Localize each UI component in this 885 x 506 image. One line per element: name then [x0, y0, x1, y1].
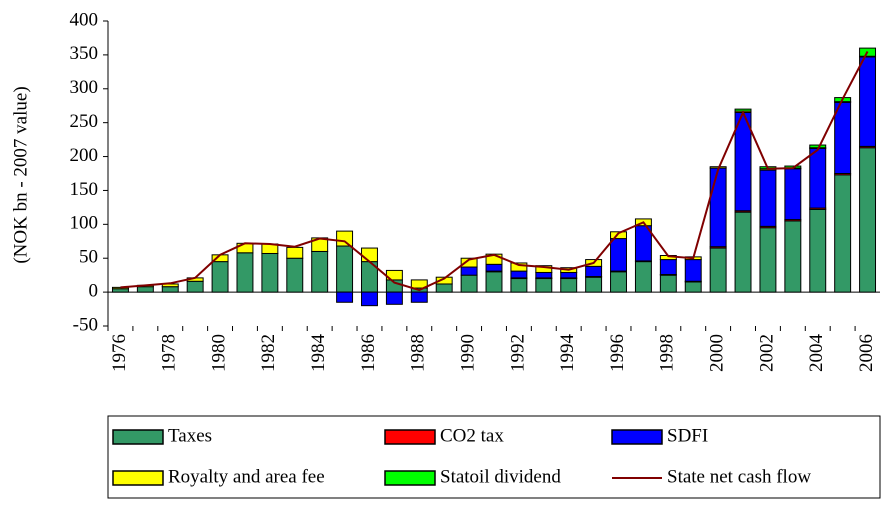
y-tick-label: -50	[73, 314, 98, 335]
x-tick-label: 2000	[706, 334, 727, 372]
y-tick-label: 150	[70, 179, 99, 200]
bar-segment	[634, 261, 652, 293]
x-tick-label: 1990	[457, 334, 478, 372]
bar-segment	[485, 271, 503, 293]
bar-segment	[336, 245, 354, 293]
bar-segment	[784, 168, 802, 221]
x-tick-label: 1982	[258, 334, 279, 372]
legend-label: State net cash flow	[667, 466, 811, 487]
legend-swatch	[384, 429, 436, 445]
bar-segment	[136, 286, 154, 293]
bar-segment	[410, 291, 428, 303]
x-tick-label: 2002	[756, 334, 777, 372]
bar-segment	[859, 147, 877, 293]
y-axis-label: (NOK bn - 2007 value)	[10, 86, 31, 263]
bar-segment	[585, 265, 603, 278]
bar-segment	[834, 174, 852, 293]
x-tick-label: 1984	[308, 334, 329, 373]
bar-segment	[286, 246, 304, 259]
legend-box	[107, 415, 881, 499]
x-tick-label: 1986	[358, 334, 379, 372]
bar-segment	[560, 278, 578, 293]
bar-segment	[435, 276, 453, 285]
bar-segment	[311, 250, 329, 293]
y-tick-label: 50	[79, 247, 98, 268]
bar-segment	[684, 281, 702, 293]
bar-segment	[435, 283, 453, 293]
x-tick-label: 1980	[208, 334, 229, 372]
y-tick-label: 100	[70, 213, 99, 234]
legend-swatch	[112, 470, 164, 486]
bar-segment	[709, 247, 727, 293]
bar-segment	[709, 167, 727, 248]
bar-segment	[809, 208, 827, 293]
legend-label: Taxes	[168, 425, 212, 446]
bar-segment	[859, 56, 877, 147]
bar-segment	[535, 271, 553, 279]
bar-segment	[759, 227, 777, 293]
bar-segment	[211, 261, 229, 293]
bar-segment	[585, 276, 603, 293]
y-tick-label: 400	[70, 9, 99, 30]
x-tick-label: 1978	[159, 334, 180, 372]
x-tick-label: 1994	[557, 334, 578, 373]
bar-segment	[410, 279, 428, 289]
legend-label: CO2 tax	[440, 425, 504, 446]
x-tick-label: 1992	[507, 334, 528, 372]
bar-segment	[510, 278, 528, 293]
y-tick-label: 350	[70, 43, 99, 64]
bar-segment	[809, 144, 827, 149]
bar-segment	[759, 169, 777, 227]
bar-segment	[659, 274, 677, 293]
bar-segment	[460, 266, 478, 276]
bar-segment	[460, 257, 478, 268]
y-tick-label: 300	[70, 77, 99, 98]
legend-swatch	[384, 470, 436, 486]
bar-segment	[460, 274, 478, 293]
bar-segment	[734, 211, 752, 293]
bar-segment	[361, 291, 378, 307]
y-tick-label: 250	[70, 111, 99, 132]
bar-segment	[535, 265, 553, 273]
legend-label: Statoil dividend	[440, 466, 561, 487]
bar-segment	[161, 286, 179, 293]
legend-swatch	[112, 429, 164, 445]
x-tick-label: 1976	[109, 334, 130, 372]
bar-segment	[510, 262, 528, 272]
legend-label: Royalty and area fee	[168, 466, 325, 487]
bar-segment	[385, 291, 403, 305]
x-tick-label: 1998	[657, 334, 678, 372]
x-tick-label: 2004	[806, 334, 827, 373]
legend-label: SDFI	[667, 425, 708, 446]
bar-segment	[336, 291, 354, 303]
bar-segment	[261, 252, 279, 293]
bar-segment	[809, 147, 827, 209]
bar-segment	[610, 271, 627, 293]
bar-segment	[560, 271, 578, 279]
y-tick-label: 0	[89, 280, 99, 301]
bar-segment	[610, 238, 627, 272]
legend-swatch	[611, 429, 663, 445]
bar-segment	[361, 247, 378, 263]
x-tick-label: 1996	[607, 334, 628, 372]
bar-segment	[336, 230, 354, 247]
bar-segment	[834, 101, 852, 174]
bar-segment	[610, 231, 627, 240]
bar-segment	[485, 263, 503, 272]
x-tick-label: 1988	[408, 334, 429, 372]
bar-segment	[111, 288, 129, 293]
bar-segment	[236, 242, 254, 254]
y-tick-label: 200	[70, 145, 99, 166]
bar-segment	[286, 257, 304, 293]
bar-segment	[186, 280, 204, 293]
bar-segment	[784, 220, 802, 293]
x-tick-label: 2006	[856, 334, 877, 372]
bar-segment	[659, 259, 677, 275]
bar-segment	[510, 270, 528, 279]
bar-segment	[535, 278, 553, 293]
bar-segment	[236, 252, 254, 293]
bar-segment	[684, 259, 702, 282]
net-cash-flow-line	[120, 51, 869, 292]
